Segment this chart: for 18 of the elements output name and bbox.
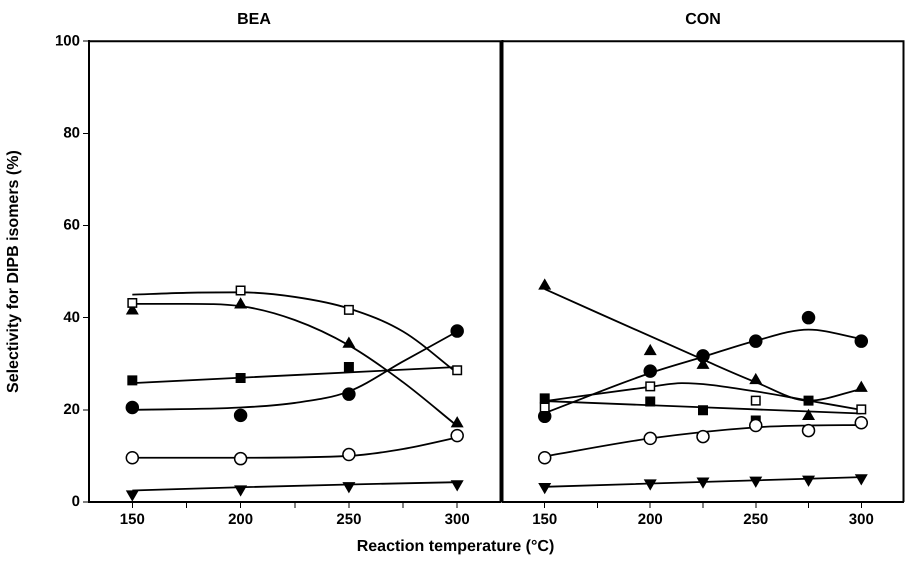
x-tick-label: 250 — [336, 511, 362, 528]
y-tick-label: 60 — [63, 216, 80, 234]
y-tick-label: 0 — [72, 493, 80, 510]
y-axis-title: Selectivity for DIPB isomers (%) — [5, 150, 22, 393]
y-tick-label: 80 — [63, 124, 80, 142]
chart-title: BEA — [237, 11, 272, 28]
x-tick-label: 150 — [120, 511, 145, 528]
x-axis-title: Reaction temperature (°C) — [356, 538, 556, 556]
y-tick-label: 20 — [63, 400, 80, 418]
y-tick-label: 40 — [63, 308, 80, 326]
x-tick-label: 200 — [228, 511, 254, 528]
x-tick-label: 250 — [743, 511, 768, 528]
x-tick-label: 300 — [848, 511, 874, 528]
x-tick-label: 200 — [638, 511, 663, 528]
chart-title: CON — [685, 11, 721, 28]
x-tick-label: 300 — [444, 511, 470, 528]
y-tick-label: 100 — [54, 32, 80, 50]
x-tick-label: 150 — [532, 511, 558, 528]
